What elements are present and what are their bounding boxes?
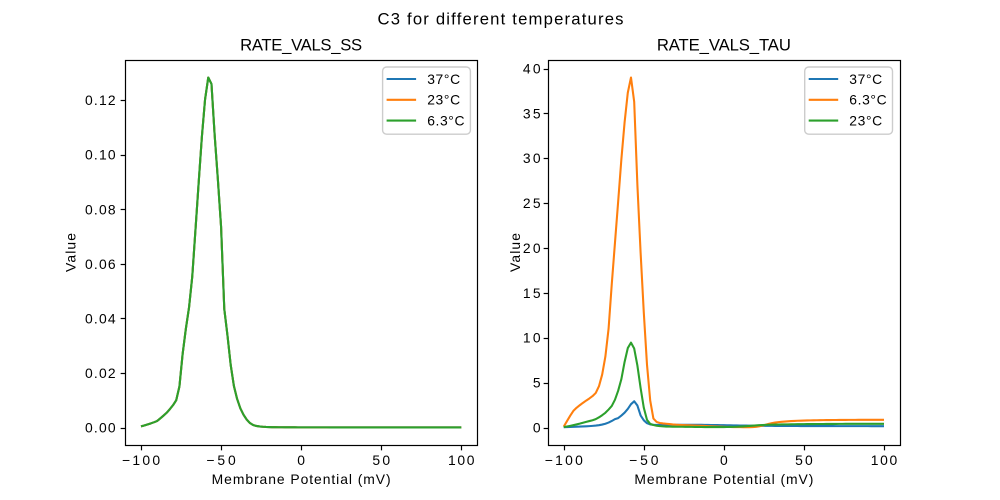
svg-text:100: 100 (448, 452, 475, 468)
svg-text:0.00: 0.00 (85, 419, 116, 435)
svg-text:30: 30 (523, 150, 541, 166)
svg-text:37°C: 37°C (427, 71, 460, 87)
svg-text:0.06: 0.06 (85, 256, 116, 272)
svg-text:RATE_VALS_TAU: RATE_VALS_TAU (657, 35, 791, 54)
svg-text:10: 10 (523, 330, 541, 346)
svg-text:37°C: 37°C (849, 71, 882, 87)
svg-text:0.12: 0.12 (85, 92, 116, 108)
svg-text:0.02: 0.02 (85, 365, 116, 381)
svg-text:0: 0 (297, 452, 305, 468)
svg-text:23°C: 23°C (427, 92, 460, 108)
svg-text:Value: Value (62, 233, 78, 272)
svg-text:−50: −50 (206, 452, 236, 468)
svg-text:40: 40 (523, 60, 541, 76)
svg-text:35: 35 (523, 105, 541, 121)
svg-text:Membrane Potential (mV): Membrane Potential (mV) (212, 471, 391, 487)
svg-text:RATE_VALS_SS: RATE_VALS_SS (240, 35, 362, 54)
svg-text:−50: −50 (629, 452, 659, 468)
svg-text:15: 15 (523, 285, 541, 301)
svg-text:Value: Value (507, 233, 523, 272)
svg-text:5: 5 (533, 375, 541, 391)
svg-text:6.3°C: 6.3°C (849, 92, 886, 108)
svg-text:20: 20 (523, 240, 541, 256)
svg-text:50: 50 (795, 452, 813, 468)
svg-text:0: 0 (533, 419, 541, 435)
svg-text:0.04: 0.04 (85, 310, 116, 326)
svg-text:C3 for different temperatures: C3 for different temperatures (378, 9, 624, 28)
svg-text:0.10: 0.10 (85, 147, 116, 163)
svg-text:0.08: 0.08 (85, 201, 116, 217)
svg-text:Membrane Potential (mV): Membrane Potential (mV) (634, 471, 813, 487)
svg-text:6.3°C: 6.3°C (427, 112, 464, 128)
svg-text:100: 100 (871, 452, 898, 468)
svg-text:23°C: 23°C (849, 112, 882, 128)
svg-text:0: 0 (720, 452, 728, 468)
svg-text:25: 25 (523, 195, 541, 211)
